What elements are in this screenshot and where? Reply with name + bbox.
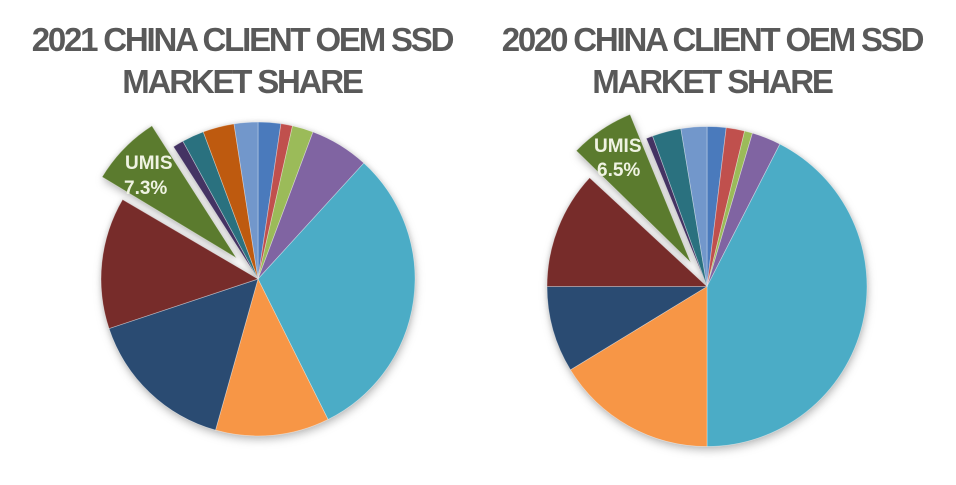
svg-text:6.5%: 6.5%	[597, 160, 640, 181]
svg-text:UMIS: UMIS	[125, 153, 173, 174]
svg-text:UMIS: UMIS	[594, 136, 642, 157]
svg-text:7.3%: 7.3%	[124, 178, 167, 199]
